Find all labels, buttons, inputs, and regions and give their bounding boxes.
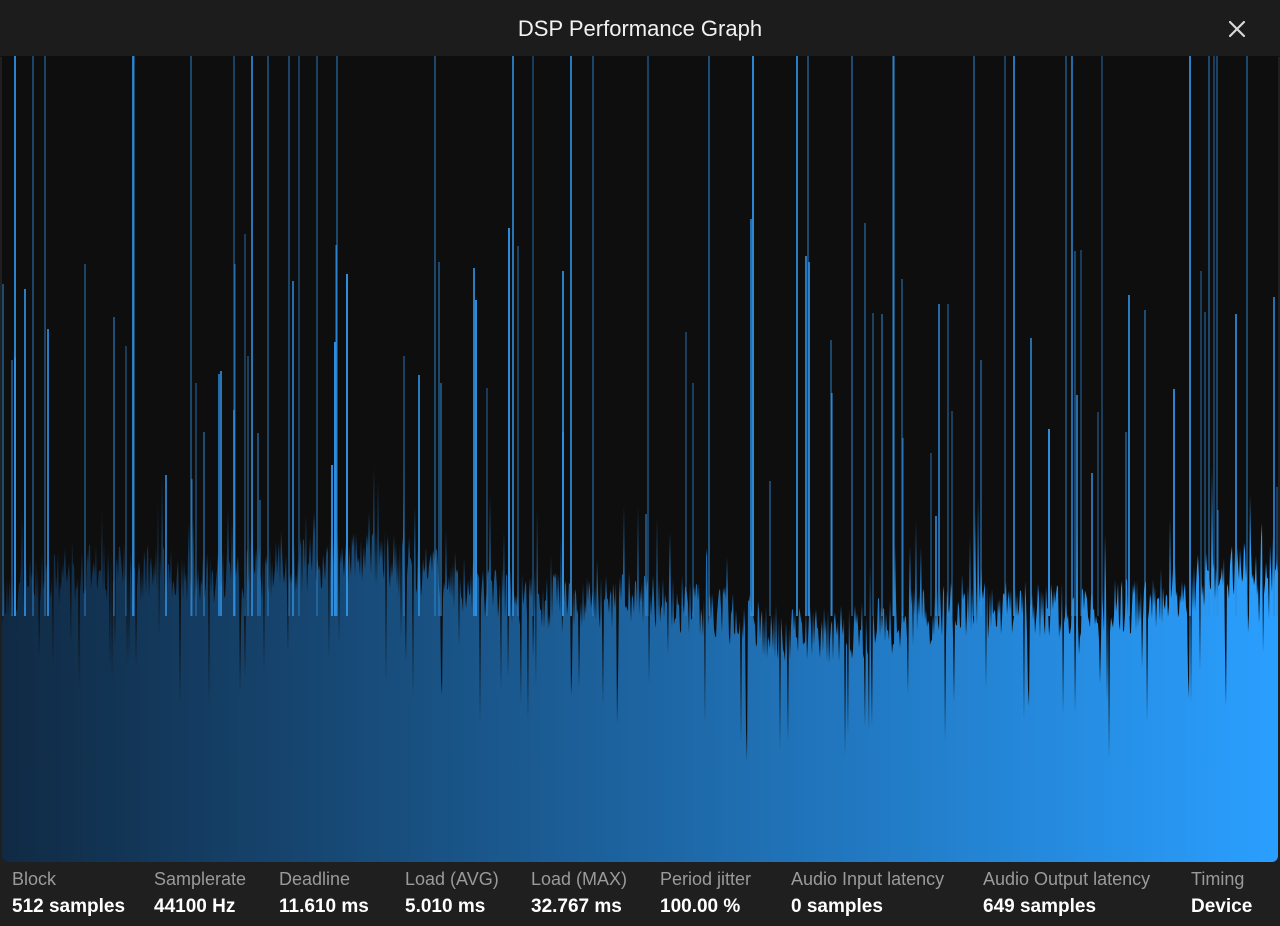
close-button[interactable] [1220,12,1254,46]
stat-value: 512 samples [12,896,126,917]
stat-value: 32.767 ms [531,896,622,917]
stat-value: 5.010 ms [405,896,486,917]
stat-value: 44100 Hz [154,896,236,917]
stat-period-jitter: Period jitter 100.00 % [660,868,751,920]
load-spikes [2,56,1278,616]
title-bar: DSP Performance Graph [0,0,1280,57]
stat-label: Timing [1191,869,1245,889]
load-area [2,463,1278,862]
stat-label: Audio Input latency [791,869,945,889]
stat-block: Block 512 samples [12,868,125,920]
performance-graph-canvas [2,56,1278,862]
stat-label: Deadline [279,869,351,889]
stat-deadline: Deadline 11.610 ms [279,868,369,920]
stat-label: Block [12,869,57,889]
stat-label: Audio Output latency [983,869,1151,889]
stat-label: Load (AVG) [405,869,499,889]
stat-label: Load (MAX) [531,869,628,889]
stat-audio-output-latency: Audio Output latency 649 samples [983,868,1150,920]
stat-value: 649 samples [983,896,1097,917]
stat-value: 100.00 % [660,896,741,917]
stat-label: Samplerate [154,869,247,889]
stat-value: 0 samples [791,896,883,917]
stat-value: 11.610 ms [279,896,369,917]
stat-load-avg: Load (AVG) 5.010 ms [405,868,499,920]
window-title: DSP Performance Graph [517,16,763,41]
stat-timing: Timing Device [1191,868,1252,920]
stat-value: Device [1191,896,1253,917]
stat-label: Period jitter [660,869,752,889]
stat-load-max: Load (MAX) 32.767 ms [531,868,627,920]
performance-graph [2,56,1278,862]
close-icon [1228,20,1246,38]
stat-audio-input-latency: Audio Input latency 0 samples [791,868,944,920]
stats-bar: Block 512 samples Samplerate 44100 Hz De… [0,862,1280,926]
stat-samplerate: Samplerate 44100 Hz [154,868,246,920]
